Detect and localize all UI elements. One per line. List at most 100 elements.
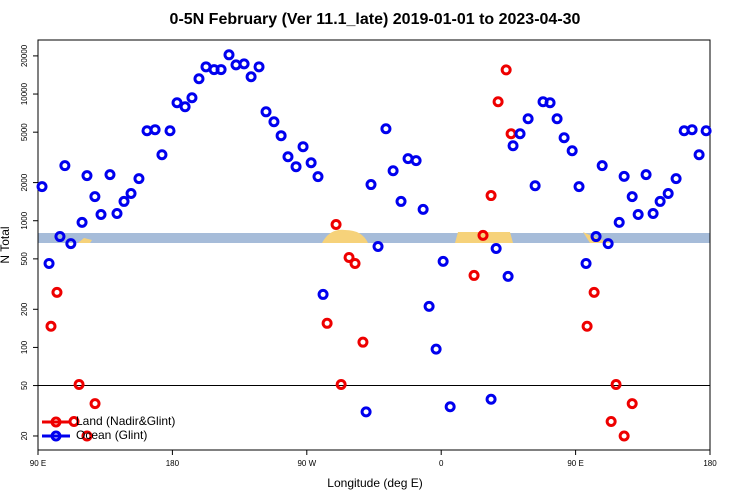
point — [444, 401, 456, 413]
point — [417, 203, 429, 215]
y-axis-label: N Total — [0, 226, 12, 263]
point — [387, 165, 399, 177]
y-tick-label: 1000 — [20, 211, 29, 229]
y-tick-label: 20000 — [20, 44, 29, 67]
x-tick-label: 180 — [166, 459, 180, 468]
y-tick-label: 50 — [20, 381, 29, 390]
point — [360, 406, 372, 418]
point — [590, 231, 602, 243]
point — [193, 73, 205, 85]
legend-marker — [50, 430, 62, 442]
x-tick-label: 90 W — [297, 459, 316, 468]
point — [253, 61, 265, 73]
y-tick-label: 5000 — [20, 123, 29, 141]
x-tick-label: 0 — [439, 459, 444, 468]
point — [492, 96, 504, 108]
point — [490, 242, 502, 254]
point — [335, 378, 347, 390]
point — [372, 241, 384, 253]
point — [602, 238, 614, 250]
point — [670, 173, 682, 185]
point — [505, 128, 517, 140]
point — [654, 195, 666, 207]
point — [43, 257, 55, 269]
point — [558, 132, 570, 144]
point — [566, 145, 578, 157]
chart-title: 0-5N February (Ver 11.1_late) 2019-01-01… — [170, 11, 581, 28]
point — [76, 216, 88, 228]
y-tick-label: 20 — [20, 431, 29, 440]
point — [430, 343, 442, 355]
x-axis-label: Longitude (deg E) — [327, 476, 422, 490]
point — [89, 191, 101, 203]
point — [343, 251, 355, 263]
x-tick-label: 90 E — [567, 459, 583, 468]
point — [171, 97, 183, 109]
point — [468, 269, 480, 281]
point — [95, 208, 107, 220]
point — [245, 71, 257, 83]
point — [551, 113, 563, 125]
point — [700, 125, 712, 137]
point — [596, 160, 608, 172]
point — [104, 169, 116, 181]
point — [290, 161, 302, 173]
point — [626, 191, 638, 203]
y-tick-label: 500 — [20, 252, 29, 266]
point — [686, 124, 698, 136]
point — [581, 320, 593, 332]
point — [125, 188, 137, 200]
point — [632, 208, 644, 220]
point — [45, 320, 57, 332]
point — [580, 257, 592, 269]
point — [54, 231, 66, 243]
point — [662, 188, 674, 200]
point — [312, 171, 324, 183]
point — [275, 130, 287, 142]
point — [179, 101, 191, 113]
point — [357, 336, 369, 348]
point — [223, 49, 235, 61]
point — [36, 181, 48, 193]
legend-label: Land (Nadir&Glint) — [76, 414, 175, 428]
point — [156, 149, 168, 161]
point — [149, 124, 161, 136]
legend-label: Ocean (Glint) — [76, 428, 147, 442]
point — [395, 195, 407, 207]
point — [610, 378, 622, 390]
point — [282, 151, 294, 163]
point — [59, 160, 71, 172]
point — [215, 64, 227, 76]
point — [514, 128, 526, 140]
legend-marker — [50, 416, 62, 428]
y-tick-label: 2000 — [20, 173, 29, 191]
y-tick-label: 100 — [20, 340, 29, 354]
point — [65, 238, 77, 250]
point — [529, 180, 541, 192]
point — [81, 170, 93, 182]
point — [522, 113, 534, 125]
point — [73, 378, 85, 390]
point — [437, 255, 449, 267]
point — [588, 286, 600, 298]
point — [349, 257, 361, 269]
point — [410, 155, 422, 167]
point — [317, 288, 329, 300]
point — [618, 430, 630, 442]
point — [305, 157, 317, 169]
point — [640, 169, 652, 181]
point — [507, 140, 519, 152]
point — [693, 149, 705, 161]
point — [423, 300, 435, 312]
point — [51, 286, 63, 298]
map-strip — [38, 229, 710, 243]
point — [485, 190, 497, 202]
point — [502, 270, 514, 282]
point — [618, 170, 630, 182]
point — [365, 179, 377, 191]
point — [605, 416, 617, 428]
point — [613, 216, 625, 228]
point — [297, 141, 309, 153]
point — [133, 173, 145, 185]
